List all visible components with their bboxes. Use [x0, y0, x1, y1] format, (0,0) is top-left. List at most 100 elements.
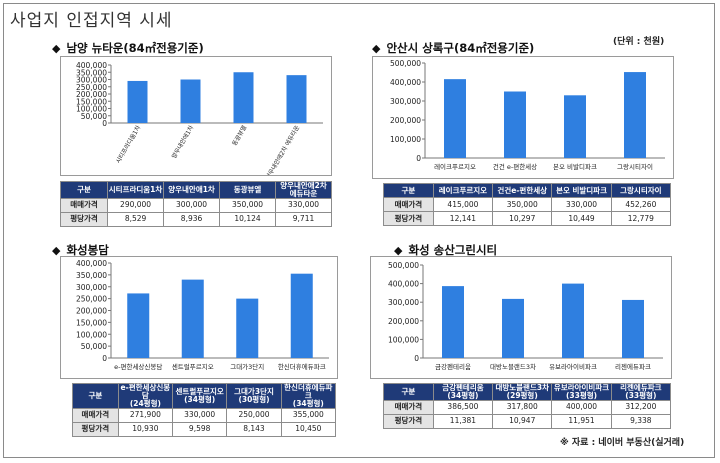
y-tick-label: 200,000	[390, 116, 421, 125]
table-cell: 312,200	[610, 399, 672, 415]
x-tick-label: 본오 비발디파크	[553, 162, 597, 171]
panel-title-text: 화성 송산그린시티	[408, 243, 498, 257]
table-row: 매매가격 386,500 317,800 400,000 312,200	[383, 399, 672, 415]
chart-bongdam: 0 50,000 100,000 150,000 200,000 250,000 300,0…	[60, 256, 338, 379]
page-frame	[3, 3, 715, 458]
bar	[564, 95, 586, 158]
source-note: ※ 자료 : 네이버 부동산(실거래)	[560, 438, 685, 448]
x-tick-label: 한신더휴에듀파크	[278, 362, 326, 371]
table-cell: 350,000	[219, 197, 277, 213]
x-tick-label: 유보라아이비파크	[549, 362, 597, 371]
x-tick-label: 건건 e-편한세상	[493, 162, 537, 171]
table-header-row: 구분 시티프라디움1차 양우내안애1차 동광뷰엘 양우내안애2차 에듀타운	[59, 181, 332, 199]
chart-ansan: 0 100,000 200,000 300,000 400,000 500,000 레이크푸…	[372, 56, 674, 179]
table-cell: 11,951	[551, 413, 612, 429]
table-header-row: 구분 금강펜테리움 (34평형) 대방노블랜드3차 (29평형) 유보라아이비파크 (33평…	[383, 383, 672, 401]
panel-title-ansan: ◆ 안산시 상록구(84㎡전용기준)	[372, 40, 534, 56]
y-tick-label: 300,000	[76, 76, 107, 85]
table-ansan: 구분 레이크푸르지오 건건e-편한세상 본오 비발디파크 그랑시티자이 매매가격 415,0…	[383, 183, 672, 226]
panel-title-text: 남양 뉴타운(84㎡전용기준)	[66, 41, 204, 55]
table-row-label: 평당가격	[383, 211, 434, 226]
table-cell: 12,779	[610, 211, 672, 226]
bar	[444, 79, 466, 158]
y-tick-label: 50,000	[81, 112, 107, 121]
y-tick-label: 100,000	[390, 135, 421, 144]
table-cell: 330,000	[275, 197, 332, 213]
table-row-label: 매매가격	[59, 197, 109, 213]
x-tick-label: 그대가3단지	[230, 362, 264, 371]
table-row-label: 평당가격	[72, 421, 119, 437]
table-row: 매매가격 271,900 330,000 250,000 355,000	[72, 407, 337, 423]
x-tick-label: 리젠에듀파크	[615, 362, 651, 371]
table-cell: 330,000	[551, 197, 612, 212]
y-tick-label: 200,000	[76, 90, 107, 99]
panel-title-bongdam: ◆ 화성봉담	[52, 242, 109, 258]
table-cell: 10,449	[551, 211, 612, 226]
y-tick-label: 400,000	[390, 78, 421, 87]
bar	[286, 75, 307, 123]
table-cell: 9,338	[610, 413, 672, 429]
table-row-label: 평당가격	[383, 413, 434, 429]
diamond-bullet-icon: ◆	[52, 42, 61, 55]
y-tick-label: 400,000	[76, 61, 107, 70]
table-cell: 300,000	[163, 197, 221, 213]
y-tick-label: 100,000	[388, 335, 419, 344]
table-songsan: 구분 금강펜테리움 (34평형) 대방노블랜드3차 (29평형) 유보라아이비파크 (33평…	[383, 383, 672, 429]
table-header-cell: 동광뷰엘	[219, 181, 277, 199]
chart-svg: 0 100,000 200,000 300,000 400,000 500,000 금강펜테…	[388, 261, 663, 371]
table-header-cell: 구분	[383, 383, 434, 401]
diamond-bullet-icon: ◆	[394, 244, 403, 257]
bar	[181, 279, 204, 358]
table-cell: 415,000	[432, 197, 494, 212]
table-header-cell: 금강펜테리움 (34평형)	[432, 383, 494, 401]
panel-title-namyang: ◆ 남양 뉴타운(84㎡전용기준)	[52, 40, 204, 56]
table-row: 매매가격 415,000 350,000 330,000 452,260	[383, 197, 672, 212]
y-tick-label: 350,000	[76, 271, 107, 280]
bar	[127, 80, 148, 123]
table-cell: 10,930	[117, 421, 174, 437]
chart-namyang: 0 50,000 100,000 150,000 200,000 250,000 300,0…	[60, 56, 332, 176]
table-header-cell: 대방노블랜드3차 (29평형)	[492, 383, 553, 401]
table-header-cell: 시티프라디움1차	[107, 181, 165, 199]
y-tick-label: 200,000	[76, 307, 107, 316]
table-header-cell: 본오 비발디파크	[551, 183, 612, 198]
table-cell: 10,297	[492, 211, 553, 226]
table-header-cell: 센트럴푸르지오 (34평형)	[172, 383, 228, 409]
y-tick-label: 0	[414, 354, 419, 363]
table-header-cell: 구분	[72, 383, 119, 409]
y-tick-label: 200,000	[388, 317, 419, 326]
table-header-cell: 그랑시티자이	[610, 183, 672, 198]
panel-title-text: 화성봉담	[66, 243, 109, 257]
table-cell: 271,900	[117, 407, 174, 423]
y-tick-label: 250,000	[76, 83, 107, 92]
table-row: 평당가격 10,930 9,598 8,143 10,450	[72, 421, 337, 437]
table-cell: 290,000	[107, 197, 165, 213]
table-cell: 386,500	[432, 399, 494, 415]
table-cell: 8,143	[226, 421, 282, 437]
y-tick-label: 300,000	[76, 283, 107, 292]
bar	[624, 72, 646, 158]
chart-svg: 050,000100,000150,000200,000250,000300,0…	[76, 259, 329, 371]
table-header-cell: 레이크푸르지오	[432, 183, 494, 198]
table-header-cell: 양우내안애2차 에듀타운	[275, 181, 332, 199]
y-tick-label: 0	[102, 119, 107, 128]
bar	[442, 286, 464, 358]
diamond-bullet-icon: ◆	[372, 42, 381, 55]
table-cell: 10,450	[280, 421, 337, 437]
table-header-cell: 구분	[59, 181, 109, 199]
bar	[233, 72, 254, 123]
chart-svg: 050,000100,000150,000200,000250,000300,0…	[76, 61, 323, 175]
table-header-cell: 구분	[383, 183, 434, 198]
table-cell: 9,711	[275, 211, 332, 227]
table-cell: 10,947	[492, 413, 553, 429]
x-tick-label: 레이크푸르지오	[434, 162, 476, 171]
table-cell: 330,000	[172, 407, 228, 423]
table-header-cell: 그대가3단지 (30평형)	[226, 383, 282, 409]
x-tick-label: 시티프라디움1차	[114, 124, 142, 165]
table-header-row: 구분 e-편한세상신봉담 (24평형) 센트럴푸르지오 (34평형) 그대가3단지 (30평…	[72, 383, 337, 409]
table-cell: 10,124	[219, 211, 277, 227]
table-row-label: 매매가격	[72, 407, 119, 423]
table-cell: 12,141	[432, 211, 494, 226]
y-tick-label: 300,000	[388, 298, 419, 307]
bar	[290, 273, 313, 358]
